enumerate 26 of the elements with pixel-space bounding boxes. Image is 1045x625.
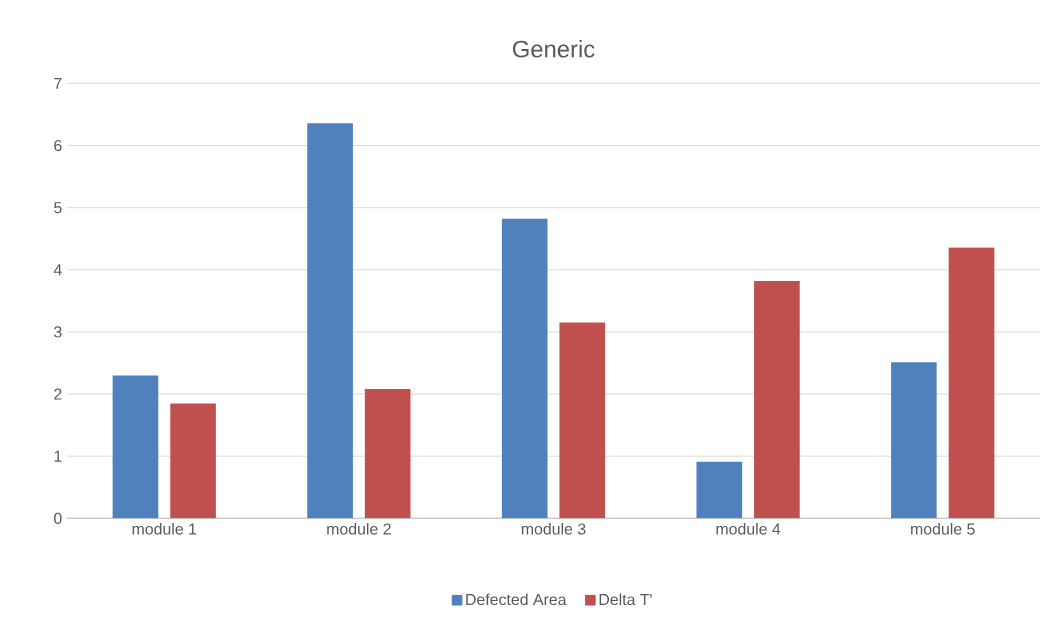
legend-label: Defected Area	[466, 593, 567, 606]
y-tick-label: 7	[54, 78, 62, 90]
y-tick-label: 6	[54, 140, 62, 152]
y-tick-label: 1	[54, 450, 62, 462]
y-tick-label: 0	[54, 512, 62, 525]
bar	[696, 462, 743, 519]
x-tick-label: module 5	[911, 523, 975, 535]
bar	[501, 219, 548, 519]
legend-label: Delta T'	[599, 593, 652, 606]
x-tick-label: module 4	[716, 523, 781, 535]
chart-title: Generic	[512, 40, 595, 58]
x-tick-label: module 1	[132, 523, 197, 535]
bar	[754, 281, 800, 519]
bar	[948, 247, 995, 519]
bar	[891, 362, 937, 519]
bar	[364, 389, 411, 519]
x-tick-label: module 3	[521, 523, 586, 535]
bar	[307, 123, 353, 519]
y-tick-label: 2	[54, 388, 62, 400]
bar	[112, 375, 159, 519]
y-tick-label: 4	[53, 264, 62, 276]
bar	[170, 403, 216, 519]
bar	[559, 322, 606, 519]
x-tick-label: module 2	[327, 523, 391, 535]
y-tick-label: 5	[54, 202, 62, 214]
y-tick-label: 3	[54, 326, 62, 338]
